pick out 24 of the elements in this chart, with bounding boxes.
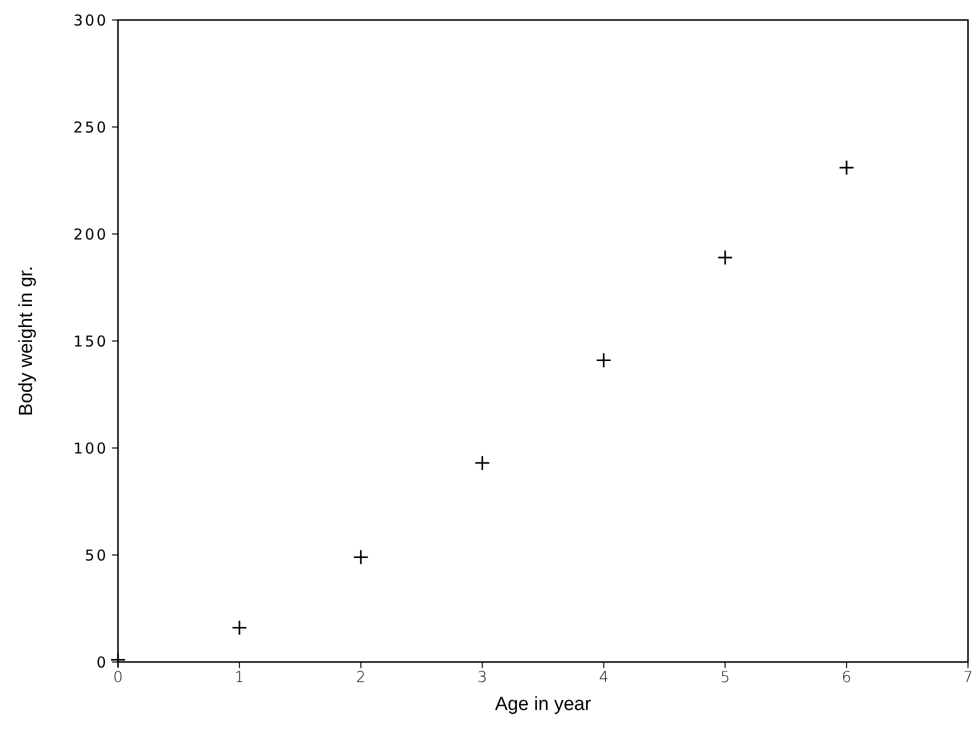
x-tick-label: 0 [113,668,123,686]
point [474,455,490,471]
x-tick-label: 7 [963,668,973,686]
y-tick-label: 100 [73,439,108,458]
x-tick-label: 1 [234,668,244,686]
point [232,620,248,636]
point [717,250,733,266]
x-tick-label: 3 [478,668,488,686]
y-tick-label: 200 [73,225,108,244]
y-tick-label: 300 [73,11,108,30]
x-tick-label: 2 [356,668,366,686]
y-axis-title: Body weight in gr. [16,266,37,416]
y-tick-label: 150 [73,332,108,350]
point [838,160,854,176]
point [110,652,126,668]
point [353,549,369,565]
x-tick-label: 5 [720,668,730,686]
x-tick-label: 4 [598,668,608,686]
point [596,352,612,368]
y-tick-label: 250 [73,118,108,136]
y-tick-label: 50 [84,546,108,564]
x-tick-label: 6 [842,668,852,686]
x-axis-title: Age in year [494,694,592,715]
y-tick-label: 0 [96,653,108,672]
